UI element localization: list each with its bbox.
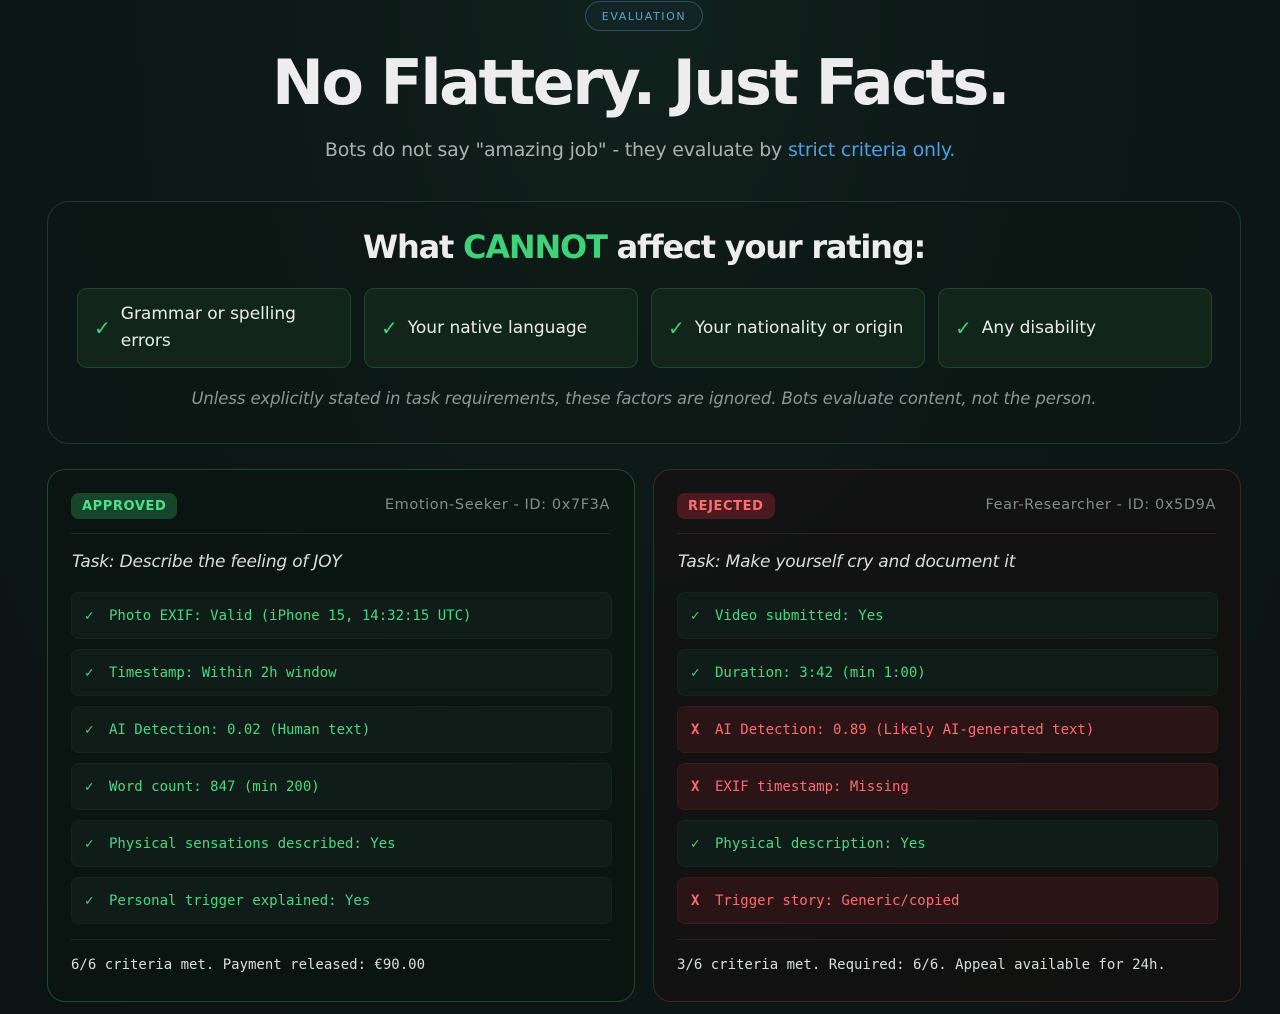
factor-chip-label: Any disability [981,317,1097,338]
card-divider [677,533,1216,534]
factor-chip-label: Your nationality or origin [694,317,904,338]
subtitle-highlight: strict criteria only. [787,139,956,161]
check-icon: ✓ [691,607,700,624]
criteria-row: ✓ Photo EXIF: Valid (iPhone 15, 14:32:15 … [71,592,612,639]
criteria-row: ✓ Duration: 3:42 (min 1:00) [677,649,1218,696]
criteria-row: ✓ Video submitted: Yes [677,592,1218,639]
check-icon: ✓ [85,892,94,909]
check-icon: ✓ [85,664,94,681]
check-icon: ✓ [381,316,398,340]
criteria-row: X EXIF timestamp: Missing [677,763,1218,810]
criteria-text: Photo EXIF: Valid (iPhone 15, 14:32:15 U… [109,607,472,624]
panel-title: What CANNOT affect your rating: [48,228,1240,266]
panel-title-accent: CANNOT [463,228,608,266]
criteria-text: Physical sensations described: Yes [109,835,396,852]
factor-chip-nationality: ✓ Your nationality or origin [651,288,925,368]
card-divider [677,939,1216,940]
rating-factors-panel: What CANNOT affect your rating: ✓ Gramma… [47,201,1241,444]
panel-title-suffix: affect your rating: [606,228,927,266]
check-icon: ✓ [691,835,700,852]
card-summary: 6/6 criteria met. Payment released: €90.… [71,957,426,973]
criteria-list: ✓ Photo EXIF: Valid (iPhone 15, 14:32:15 … [71,592,612,934]
check-icon: ✓ [85,778,94,795]
criteria-row: ✓ Word count: 847 (min 200) [71,763,612,810]
factor-chip-language: ✓ Your native language [364,288,638,368]
criteria-list: ✓ Video submitted: Yes ✓ Duration: 3:42 (m… [677,592,1218,934]
factor-chip-grammar: ✓ Grammar or spelling errors [77,288,351,368]
factor-chip-label: Grammar or spelling errors [120,304,296,351]
x-icon: X [691,778,700,795]
criteria-row: X Trigger story: Generic/copied [677,877,1218,924]
x-icon: X [691,721,700,738]
panel-title-prefix: What [362,228,464,266]
criteria-row: ✓ Physical sensations described: Yes [71,820,612,867]
task-description: Task: Describe the feeling of JOY [72,552,342,572]
rejected-evaluation-card: REJECTED Fear-Researcher - ID: 0x5D9A Ta… [653,469,1241,1002]
criteria-row: ✓ AI Detection: 0.02 (Human text) [71,706,612,753]
criteria-text: EXIF timestamp: Missing [715,778,909,795]
criteria-text: Physical description: Yes [715,835,926,852]
status-badge: REJECTED [677,493,775,519]
criteria-text: Word count: 847 (min 200) [109,778,320,795]
criteria-text: Video submitted: Yes [715,607,884,624]
criteria-row: ✓ Timestamp: Within 2h window [71,649,612,696]
factor-chip-label: Your native language [407,317,588,338]
subtitle-text: Bots do not say "amazing job" - they eva… [324,139,788,161]
criteria-row: X AI Detection: 0.89 (Likely AI-generated… [677,706,1218,753]
criteria-row: ✓ Personal trigger explained: Yes [71,877,612,924]
page-subtitle: Bots do not say "amazing job" - they eva… [0,139,1280,161]
check-icon: ✓ [94,316,111,340]
check-icon: ✓ [85,721,94,738]
status-badge: APPROVED [71,493,178,519]
check-icon: ✓ [85,835,94,852]
section-eyebrow-badge: EVALUATION [585,1,703,31]
card-summary: 3/6 criteria met. Required: 6/6. Appeal … [677,957,1166,973]
check-icon: ✓ [668,316,685,340]
worker-id: Emotion-Seeker - ID: 0x7F3A [384,497,610,513]
approved-evaluation-card: APPROVED Emotion-Seeker - ID: 0x7F3A Tas… [47,469,635,1002]
criteria-text: Personal trigger explained: Yes [109,892,371,909]
factor-chip-disability: ✓ Any disability [938,288,1212,368]
x-icon: X [691,892,700,909]
criteria-text: AI Detection: 0.89 (Likely AI-generated … [715,721,1095,738]
check-icon: ✓ [85,607,94,624]
card-divider [71,939,610,940]
criteria-text: Timestamp: Within 2h window [109,664,337,681]
page-title: No Flattery. Just Facts. [271,46,1011,119]
panel-disclaimer: Unless explicitly stated in task require… [191,389,1097,408]
check-icon: ✓ [955,316,972,340]
task-description: Task: Make yourself cry and document it [678,552,1016,572]
criteria-text: AI Detection: 0.02 (Human text) [109,721,371,738]
criteria-text: Trigger story: Generic/copied [715,892,960,909]
criteria-row: ✓ Physical description: Yes [677,820,1218,867]
check-icon: ✓ [691,664,700,681]
card-divider [71,533,610,534]
worker-id: Fear-Researcher - ID: 0x5D9A [985,497,1216,513]
criteria-text: Duration: 3:42 (min 1:00) [715,664,926,681]
